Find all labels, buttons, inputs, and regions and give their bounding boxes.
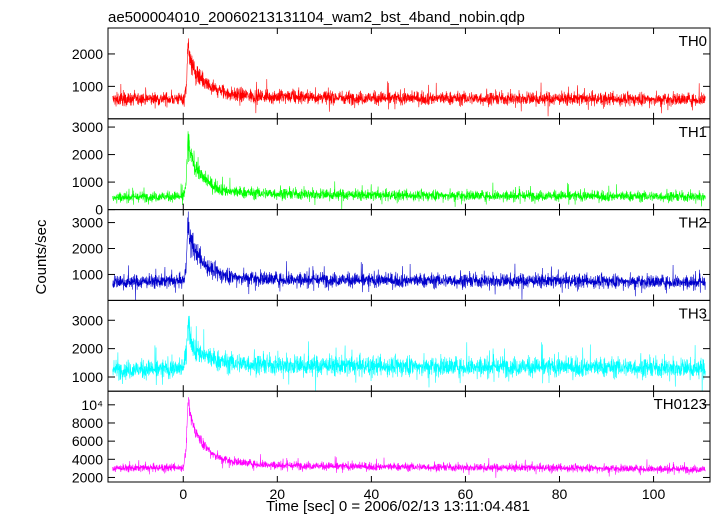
panel-label: TH0123 — [654, 396, 707, 413]
x-axis-label: Time [sec] 0 = 2006/02/13 13:11:04.481 — [266, 498, 530, 515]
y-tick-label: 2000 — [72, 241, 103, 257]
x-tick-label: 80 — [552, 486, 568, 502]
panel-label: TH3 — [679, 305, 707, 322]
y-tick-label: 2000 — [72, 469, 103, 485]
y-tick-label: 10⁴ — [81, 397, 103, 413]
x-tick-label: 60 — [458, 486, 474, 502]
panel-frame — [107, 390, 711, 483]
series-th0123-line — [112, 397, 706, 478]
y-tick-label: 1000 — [72, 78, 103, 94]
y-tick-label: 4000 — [72, 451, 103, 467]
y-axis-label: Counts/sec — [33, 219, 50, 295]
y-tick-label: 3000 — [72, 312, 103, 328]
panel-th3: 1000 2000 3000 TH3 — [72, 299, 711, 392]
y-tick-label: 1000 — [72, 266, 103, 282]
series-th3-line — [112, 315, 706, 392]
y-tick-label: 0 — [95, 202, 103, 218]
y-tick-label: 2000 — [72, 341, 103, 357]
y-tick-label: 1000 — [72, 369, 103, 385]
y-tick-label: 8000 — [72, 415, 103, 431]
y-tick-label: 3000 — [72, 215, 103, 231]
series-th2-line — [112, 211, 706, 301]
y-tick-label: 2000 — [72, 147, 103, 163]
chart-title: ae500004010_20060213131104_wam2_bst_4ban… — [108, 9, 525, 26]
series-th1-line — [112, 131, 706, 210]
panel-th0: 1000 2000 TH0 — [72, 27, 711, 120]
x-tick-label: 0 — [179, 486, 187, 502]
x-tick-label: 20 — [270, 486, 286, 502]
x-tick-label: 40 — [364, 486, 380, 502]
y-tick-label: 6000 — [72, 433, 103, 449]
panel-label: TH0 — [679, 33, 707, 50]
panel-th1: 0 1000 2000 3000 TH1 — [72, 118, 711, 218]
x-axis: 0 20 40 60 80 100 — [179, 486, 665, 502]
series-th0-line — [112, 38, 706, 117]
panel-th0123: 2000 4000 6000 8000 10⁴ TH0123 — [72, 390, 711, 485]
panel-label: TH2 — [679, 215, 707, 232]
y-tick-label: 2000 — [72, 46, 103, 62]
y-tick-label: 3000 — [72, 119, 103, 135]
panel-th2: 1000 2000 3000 TH2 — [72, 209, 711, 301]
y-tick-label: 1000 — [72, 174, 103, 190]
panel-label: TH1 — [679, 124, 707, 141]
x-tick-label: 100 — [642, 486, 666, 502]
